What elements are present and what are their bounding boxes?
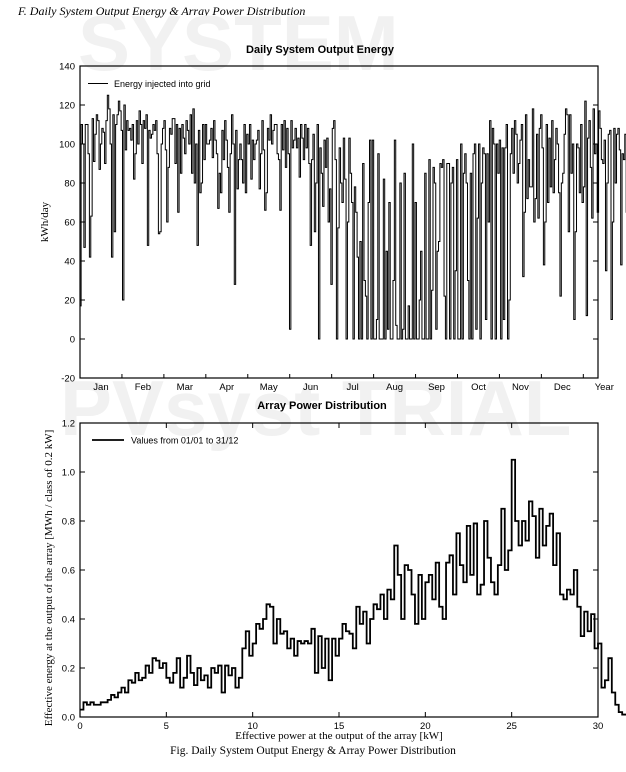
chart1-y-tick-label-1: 0	[70, 335, 75, 346]
chart2-x-label: Effective power at the output of the arr…	[235, 730, 443, 742]
chart2-x-tick-label-4: 20	[420, 721, 431, 732]
chart1-x-tick-label-4: May	[260, 382, 278, 393]
chart1-x-tick-label-5: Jun	[303, 382, 318, 393]
array-power-chart: Array Power Distribution 0.0 0.2 0.4 0.6 0.8…	[43, 400, 626, 742]
chart2-y-tick-label-5: 1.0	[62, 468, 75, 479]
chart1-x-tick-label-9: Oct	[471, 382, 486, 393]
chart2-title: Array Power Distribution	[257, 400, 387, 412]
chart2-x-tick-label-1: 5	[164, 721, 169, 732]
chart2-series-group	[80, 458, 626, 716]
chart1-y-tick-label-7: 120	[59, 101, 75, 112]
section-heading: F. Daily System Output Energy & Array Po…	[18, 4, 306, 18]
chart1-y-tick-label-0: -20	[61, 374, 75, 385]
chart1-x-ticks: Jan Feb Mar Apr May Jun Jul Aug Sep Oct Nov Dec Year	[79, 374, 614, 393]
figure-caption: Fig. Daily System Output Energy & Array …	[170, 745, 456, 757]
chart1-y-tick-label-6: 100	[59, 140, 75, 151]
chart1-y-tick-label-2: 20	[64, 296, 75, 307]
chart1-y-label: kWh/day	[39, 201, 51, 242]
chart1-y-ticks: -20 0 20 40 60 80 100 120 140	[59, 62, 598, 385]
chart2-y-tick-label-3: 0.6	[62, 566, 75, 577]
chart2-x-tick-label-0: 0	[77, 721, 82, 732]
chart2-y-tick-label-6: 1.2	[62, 419, 75, 430]
chart1-y-tick-label-8: 140	[59, 62, 75, 73]
chart2-y-tick-label-4: 0.8	[62, 517, 75, 528]
watermark-bottom: PVsyst TRIAL	[60, 364, 571, 452]
chart1-x-tick-label-8: Sep	[428, 382, 445, 393]
chart2-series-distribution-line	[80, 458, 626, 716]
chart2-y-tick-label-1: 0.2	[62, 664, 75, 675]
chart2-y-ticks: 0.0 0.2 0.4 0.6 0.8 1.0 1.2	[62, 419, 598, 724]
chart1-x-tick-label-6: Jul	[347, 382, 359, 393]
chart2-x-tick-label-3: 15	[334, 721, 345, 732]
chart2-frame	[79, 422, 599, 718]
chart1-series-energy-line	[79, 94, 626, 340]
chart1-title: Daily System Output Energy	[246, 44, 395, 56]
chart2-y-tick-label-2: 0.4	[62, 615, 75, 626]
chart2-y-tick-label-0: 0.0	[62, 713, 75, 724]
chart1-y-tick-label-5: 80	[64, 179, 75, 190]
chart1-x-tick-label-12: Year	[595, 382, 614, 393]
daily-output-chart: Daily System Output Energy -20 0 20 40 60 80 1…	[39, 44, 626, 393]
chart2-legend-label: Values from 01/01 to 31/12	[131, 436, 238, 446]
watermark-top: SYSTEM	[78, 0, 399, 87]
chart1-legend-label: Energy injected into grid	[114, 79, 211, 89]
chart1-x-tick-label-3: Apr	[219, 382, 234, 393]
chart1-x-tick-label-2: Mar	[177, 382, 193, 393]
chart2-x-tick-label-2: 10	[247, 721, 258, 732]
chart1-x-tick-label-10: Nov	[512, 382, 529, 393]
chart1-x-tick-label-0: Jan	[93, 382, 108, 393]
chart2-x-ticks: 0 5 10 15 20 25 30	[77, 423, 603, 732]
chart2-x-tick-label-6: 30	[593, 721, 604, 732]
chart1-x-tick-label-11: Dec	[554, 382, 571, 393]
chart1-x-tick-label-7: Aug	[386, 382, 403, 393]
chart1-x-tick-label-1: Feb	[135, 382, 151, 393]
chart2-x-tick-label-5: 25	[506, 721, 517, 732]
chart1-y-tick-label-3: 40	[64, 257, 75, 268]
chart2-y-label: Effective energy at the output of the ar…	[43, 430, 55, 727]
chart1-y-tick-label-4: 60	[64, 218, 75, 229]
chart1-series-group	[79, 94, 626, 340]
